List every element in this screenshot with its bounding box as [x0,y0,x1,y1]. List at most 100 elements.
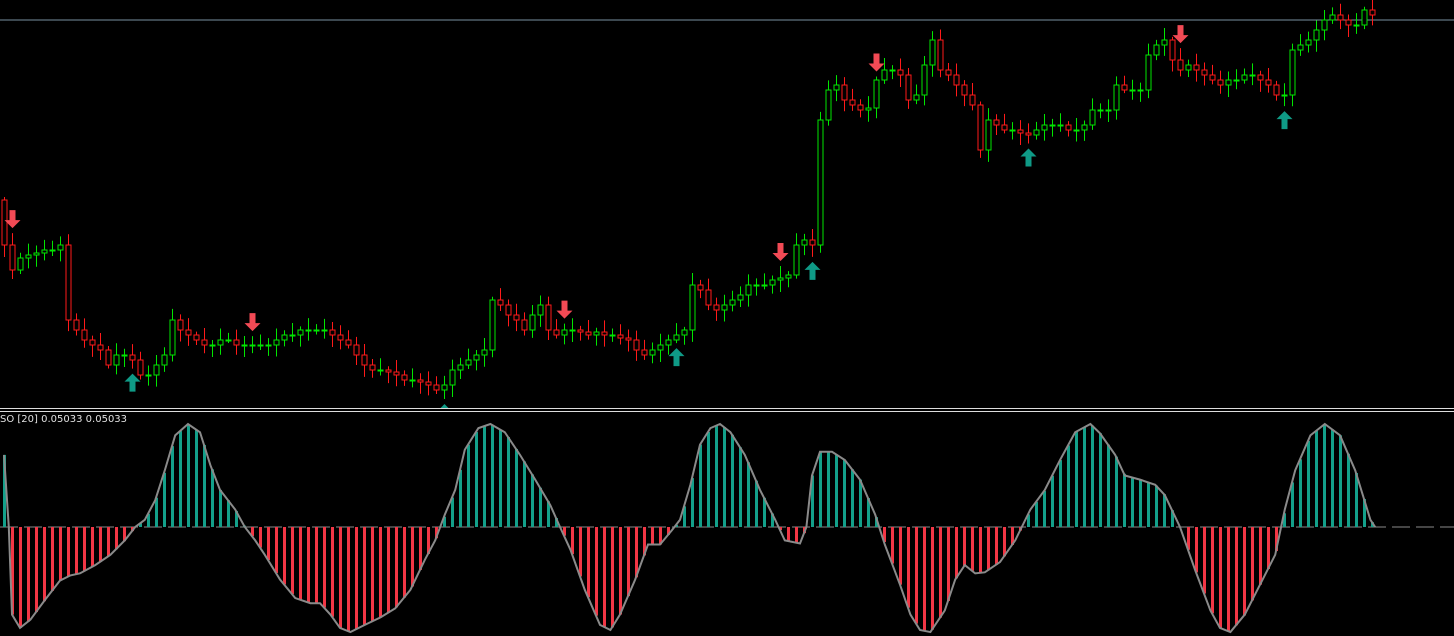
candle-body [657,344,664,351]
candle-body [1305,39,1312,46]
oscillator-bar [867,498,870,527]
candle [689,273,696,342]
oscillator-bar [763,497,766,527]
candle [1161,28,1168,56]
oscillator-bar [139,523,142,527]
candle [505,299,512,327]
oscillator-bar [451,497,454,527]
oscillator-bar [267,527,270,561]
oscillator-bar [235,510,238,527]
oscillator-bar [1307,440,1310,527]
candle [1337,3,1344,30]
candle-body [273,339,280,346]
oscillator-bar [699,444,702,527]
candle-body [1169,39,1176,61]
candle-body [673,334,680,341]
candle [1017,120,1024,145]
candle [41,239,48,261]
oscillator-bar [331,527,334,617]
oscillator-bar [291,527,294,595]
candle-body [265,344,272,347]
candle-body [193,334,200,341]
candle-body [1161,39,1168,46]
oscillator-bar [259,527,262,548]
candle-body [529,314,536,331]
candle-body [817,119,824,246]
candle-body [1313,29,1320,41]
price-chart[interactable] [0,0,1454,409]
oscillator-bar [835,454,838,527]
oscillator-bar [1243,527,1246,616]
candle [825,80,832,126]
candle-body [1297,44,1304,51]
candle-body [1041,124,1048,131]
oscillator-bar [163,472,166,527]
candle [1353,13,1360,34]
candle [425,371,432,396]
oscillator-bar [1139,479,1142,527]
candle [257,334,264,351]
candle-body [1281,94,1288,97]
oscillator-bar [1347,453,1350,527]
oscillator-bar [1155,485,1158,527]
oscillator-bar [491,424,494,527]
candle [1,197,8,257]
candle-body [1089,109,1096,126]
candle-body [161,354,168,366]
candle [561,323,568,345]
candle-body [745,284,752,296]
oscillator-bar [99,527,102,562]
oscillator-bar [107,527,110,557]
candle-body [441,384,448,391]
oscillator-bar [187,424,190,527]
indicator-value-1: 0.05033 [41,414,83,425]
candle-body [145,374,152,377]
candle [1025,123,1032,144]
candle [137,351,144,380]
candle-body [457,364,464,371]
candle [377,358,384,376]
candle-body [497,299,504,306]
oscillator-bar [1267,527,1270,569]
candle [1209,64,1216,85]
oscillator-bar [1091,425,1094,527]
oscillator-bar [1211,527,1214,614]
candle-body [1177,59,1184,71]
candle [209,340,216,357]
oscillator-bar [795,527,798,543]
candle-body [1257,74,1264,81]
oscillator-bar [1075,431,1078,527]
candle [385,366,392,384]
oscillator-bar [1227,527,1230,632]
oscillator-bar [955,527,958,579]
candle-body [305,329,312,332]
down-arrow-icon [244,313,261,332]
candle-body [553,329,560,336]
oscillator-bar [35,527,38,613]
oscillator-bar [411,527,414,587]
candle-body [841,84,848,101]
candle-body [585,331,592,336]
candle-body [49,249,56,252]
oscillator-bar [875,517,878,527]
candle-body [961,84,968,96]
candle-body [681,329,688,336]
candle-body [1113,84,1120,111]
candle [585,320,592,340]
oscillator-bar [923,527,926,631]
candle [1273,80,1280,101]
candle-body [889,69,896,72]
candle-body [1289,49,1296,96]
oscillator-panel[interactable] [0,412,1454,636]
oscillator-bar [1115,456,1118,527]
candle-body [337,334,344,341]
candle-body [1,199,8,246]
candle-body [233,339,240,346]
candle [73,313,80,336]
oscillator-bar [3,454,6,527]
candle [729,290,736,312]
candle-body [1073,129,1080,132]
candle-body [281,334,288,341]
candle-body [1001,124,1008,131]
panel-separator[interactable] [0,408,1454,412]
